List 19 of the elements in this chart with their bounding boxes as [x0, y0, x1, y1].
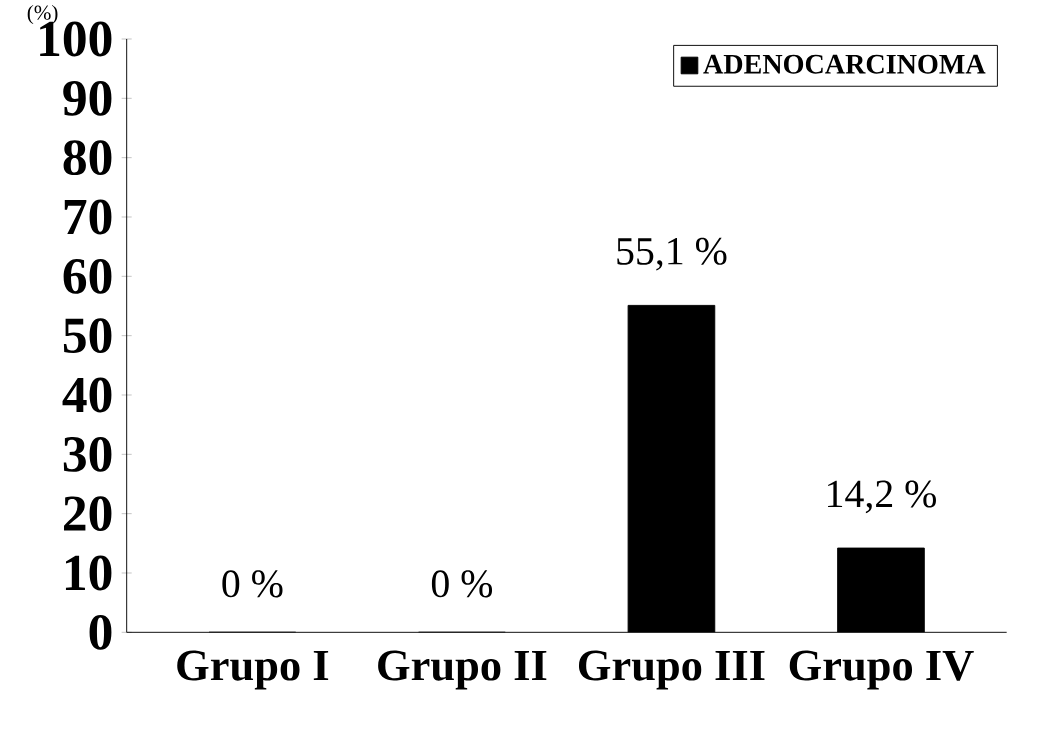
y-tick-label: 40: [62, 377, 112, 413]
y-tick-label: 20: [64, 496, 112, 532]
y-tick-label: 10: [65, 555, 112, 591]
x-tick-label: Grupo II: [378, 650, 547, 690]
x-tick-label: Grupo IV: [789, 650, 974, 690]
y-tick-label: 0: [89, 614, 112, 650]
data-label: 0 %: [431, 570, 493, 598]
y-tick-label: 50: [63, 318, 112, 354]
data-label: 0 %: [222, 570, 283, 598]
y-tick-label: 70: [64, 199, 112, 235]
data-label: 14,2 %: [828, 480, 936, 514]
y-tick-label: 80: [63, 140, 112, 176]
legend-label: ADENOCARCINOMA: [703, 54, 986, 74]
x-tick-label: Grupo III: [578, 650, 765, 690]
x-tick-label: Grupo I: [177, 650, 329, 690]
data-label: 55,1 %: [617, 237, 727, 271]
y-tick-label: 60: [63, 258, 112, 294]
y-tick-label: 30: [63, 436, 112, 472]
y-tick-label: 90: [63, 80, 112, 116]
